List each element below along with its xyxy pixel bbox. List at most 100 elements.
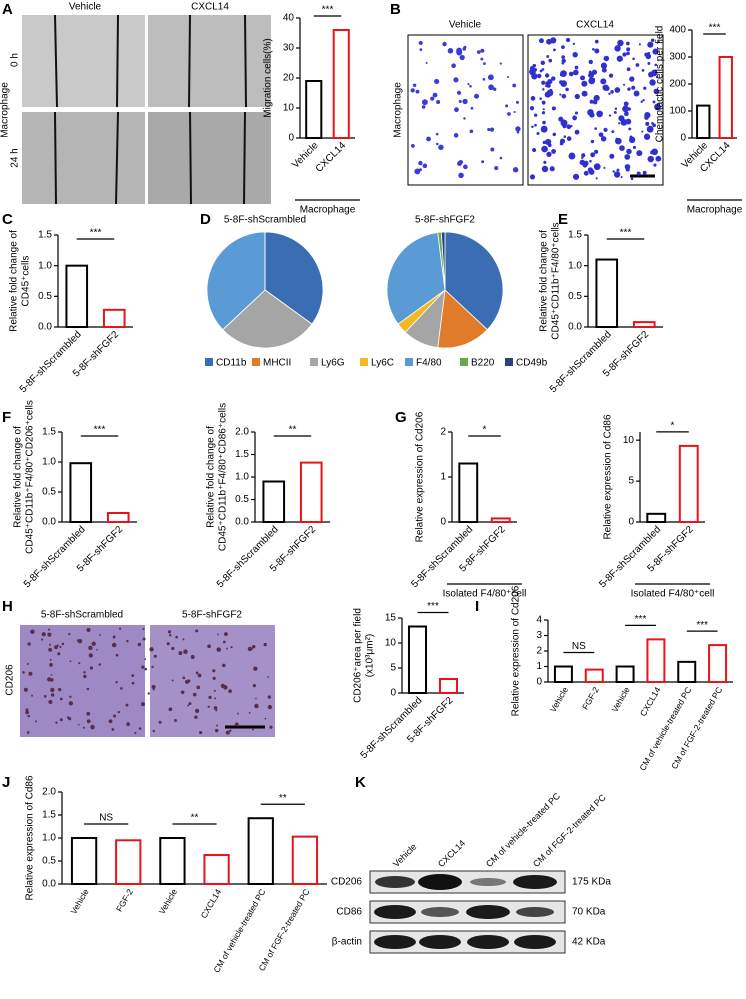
stain-dot <box>86 719 91 724</box>
cell-dot <box>515 100 519 104</box>
cell-dot <box>469 84 472 88</box>
bar <box>70 837 98 885</box>
panel-letter: J <box>2 774 10 791</box>
stain-dot <box>264 717 267 720</box>
stain-dot <box>49 662 53 667</box>
significance-label: ** <box>289 425 297 436</box>
image-side-label: CD206 <box>5 664 16 696</box>
stain-dot <box>251 728 254 731</box>
stain-dot <box>213 689 216 692</box>
stain-dot <box>152 729 156 733</box>
panel-letter: B <box>390 1 401 18</box>
panel-letter: D <box>200 211 211 228</box>
cell-dot <box>559 72 564 77</box>
stain-dot <box>59 645 62 648</box>
stain-dot <box>115 680 118 684</box>
y-tick-label: 1.0 <box>38 260 52 271</box>
cell-dot <box>568 71 574 77</box>
cell-dot <box>540 125 548 133</box>
cell-dot <box>592 78 596 81</box>
cell-dot <box>608 92 611 96</box>
group-label: Isolated F4/80⁺cell <box>443 589 527 600</box>
stain-dot <box>61 642 65 646</box>
cell-dot <box>549 88 553 93</box>
panel-letter: F <box>2 409 11 426</box>
stain-dot <box>158 720 162 724</box>
significance-label: NS <box>99 813 113 824</box>
stain-dot <box>142 627 145 631</box>
stain-dot <box>141 665 145 669</box>
cell-dot <box>547 78 553 85</box>
stain-dot <box>197 673 202 678</box>
cell-dot <box>640 100 643 103</box>
cell-dot <box>533 113 538 117</box>
cell-dot <box>624 164 631 170</box>
stain-dot <box>86 627 91 633</box>
pie-slice <box>264 231 324 325</box>
stain-dot <box>120 687 123 690</box>
cell-dot <box>499 156 503 160</box>
cell-dot <box>469 129 474 134</box>
stain-dot <box>149 647 154 652</box>
cell-dot <box>589 112 595 118</box>
stain-dot <box>167 630 172 634</box>
cell-dot <box>505 104 509 108</box>
cell-dot <box>617 39 624 47</box>
stain-dot <box>55 721 58 724</box>
y-tick-label: 0 <box>288 133 294 144</box>
x-tick-label: Vehicle <box>157 887 180 916</box>
significance-label: *** <box>90 228 102 239</box>
cell-dot <box>600 62 608 69</box>
bar <box>696 104 711 139</box>
y-tick-label: 300 <box>669 52 686 63</box>
cell-dot <box>453 77 459 83</box>
cell-dot <box>532 149 535 152</box>
stain-dot <box>113 714 117 718</box>
cell-dot <box>415 89 420 94</box>
bar <box>159 837 186 885</box>
protein-label: CD206 <box>331 877 363 888</box>
stain-dot <box>30 629 35 635</box>
x-tick-label: Vehicle <box>548 685 571 714</box>
cell-dot <box>548 58 553 63</box>
significance-label: *** <box>427 601 439 612</box>
cell-dot <box>587 167 594 173</box>
y-tick-label: 1.5 <box>42 427 56 438</box>
y-axis-label: CD45⁺CD11b⁺F4/80⁺CD86⁺cells <box>218 403 229 551</box>
x-tick-label: FGF-2 <box>580 685 601 712</box>
cell-dot <box>566 136 572 141</box>
pie-slice <box>386 232 446 325</box>
lane-label: CXCL14 <box>436 838 467 869</box>
stain-dot <box>147 692 150 695</box>
stain-dot <box>207 705 210 708</box>
stain-dot <box>26 663 29 666</box>
cell-dot <box>434 78 440 85</box>
cell-dot <box>559 93 562 96</box>
bar <box>646 638 666 683</box>
stain-dot <box>88 653 93 658</box>
cell-dot <box>655 155 662 162</box>
y-tick-label: 15 <box>385 613 397 624</box>
group-label: Isolated F4/80⁺cell <box>631 589 715 600</box>
y-axis-label: Relative fold change of <box>13 426 24 528</box>
cell-dot <box>541 68 545 71</box>
y-tick-label: 0 <box>440 517 446 528</box>
y-tick-label: 100 <box>669 106 686 117</box>
stain-dot <box>195 629 199 633</box>
cell-dot <box>454 107 459 113</box>
cell-dot <box>574 93 580 100</box>
legend-label: Ly6G <box>321 358 345 369</box>
cell-dot <box>494 165 499 171</box>
stain-dot <box>111 642 117 648</box>
cell-dot <box>435 132 439 136</box>
cell-dot <box>425 62 428 65</box>
stain-dot <box>153 654 157 658</box>
stain-dot <box>49 658 52 661</box>
stain-dot <box>144 667 148 671</box>
cell-dot <box>632 57 635 61</box>
stain-dot <box>226 647 229 650</box>
cell-dot <box>421 105 426 109</box>
cell-dot <box>487 74 494 81</box>
y-tick-label: 30 <box>283 43 295 54</box>
